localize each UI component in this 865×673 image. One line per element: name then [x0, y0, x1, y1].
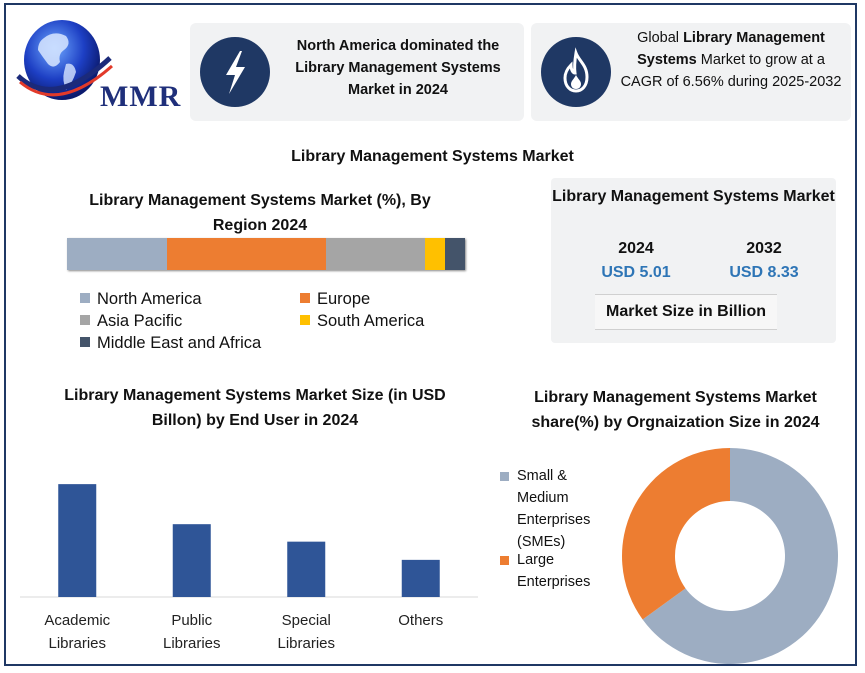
growth-text-bold: Library Management Systems	[637, 30, 825, 68]
value-2032: USD 8.33	[729, 264, 799, 281]
legend-label: Europe	[317, 290, 371, 308]
x-tick-label: Academic	[44, 612, 110, 629]
year-2024-label: 2024	[618, 240, 654, 257]
mmr-logo: MMR	[14, 18, 184, 113]
value-2024: USD 5.01	[601, 264, 671, 281]
highlight-text-growth: Global Library Management Systems Market…	[617, 27, 845, 93]
lightning-icon	[200, 37, 270, 107]
logo-text: MMR	[100, 80, 182, 113]
legend-swatch	[80, 315, 90, 325]
end-user-chart-title: Library Management Systems Market Size (…	[64, 387, 446, 429]
highlight-card-growth: Global Library Management Systems Market…	[531, 23, 851, 121]
legend-item-europe: Europe	[300, 290, 370, 309]
donut-slice-small-medium-enterprises-smes	[642, 448, 838, 664]
infographic-frame	[4, 3, 857, 666]
market-size-card: Library Management Systems Market 2024 U…	[551, 178, 836, 343]
highlight-card-region: North America dominated the Library Mana…	[190, 23, 524, 121]
x-tick-label: Libraries	[48, 635, 106, 652]
end-user-bar-chart: Academic Libraries Public Libraries Special L…	[20, 484, 478, 652]
legend-label: South America	[317, 312, 425, 330]
market-size-unit: Market Size in Billion	[595, 294, 777, 330]
legend-label: Asia Pacific	[97, 312, 183, 330]
legend-item-asia-pacific: Asia Pacific	[80, 312, 182, 331]
globe-icon	[16, 20, 113, 100]
x-tick-label: Others	[398, 612, 443, 629]
region-segment-north-america	[67, 238, 167, 270]
bar-special-libraries	[287, 541, 326, 597]
highlight-text-region: North America dominated the Library Mana…	[295, 38, 501, 98]
region-segment-europe	[166, 238, 326, 270]
legend-swatch	[80, 293, 90, 303]
legend-swatch	[500, 556, 509, 565]
legend-label: Large Enterprises	[517, 552, 591, 590]
fire-icon	[541, 37, 611, 107]
x-tick-label: Libraries	[277, 635, 335, 652]
bar-academic-libraries	[58, 484, 97, 597]
region-segment-middle-east-and-africa	[445, 238, 465, 270]
legend-item-south-america: South America	[300, 312, 424, 331]
region-chart-title: Library Management Systems Market (%), B…	[89, 192, 431, 234]
legend-swatch	[500, 472, 509, 481]
x-tick-label: Public	[171, 612, 212, 629]
year-2032-label: 2032	[746, 240, 782, 257]
legend-swatch	[80, 337, 90, 347]
bar-others	[401, 559, 440, 597]
region-segment-south-america	[425, 238, 446, 270]
region-segment-asia-pacific	[325, 238, 426, 270]
market-size-title: Library Management Systems Market	[552, 188, 835, 205]
org-chart-title: Library Management Systems Market share(…	[531, 389, 820, 431]
legend-label: Middle East and Africa	[97, 334, 262, 352]
legend-label: North America	[97, 290, 202, 308]
org-donut-chart	[622, 448, 838, 664]
legend-swatch	[300, 293, 310, 303]
region-stacked-bar	[67, 238, 465, 270]
growth-text-pre: Global	[637, 30, 684, 46]
legend-item-north-america: North America	[80, 290, 202, 309]
legend-label: Small & Medium Enterprises (SMEs)	[517, 468, 591, 550]
legend-item-middle-east-and-africa: Middle East and Africa	[80, 334, 261, 353]
donut-slice-large-enterprises	[622, 448, 730, 620]
growth-text-post: Market to grow at a CAGR of 6.56% during…	[620, 52, 842, 90]
x-tick-label: Libraries	[163, 635, 221, 652]
bar-public-libraries	[172, 524, 211, 597]
x-tick-label: Special	[282, 612, 331, 629]
legend-swatch	[300, 315, 310, 325]
main-title: Library Management Systems Market	[291, 148, 574, 165]
